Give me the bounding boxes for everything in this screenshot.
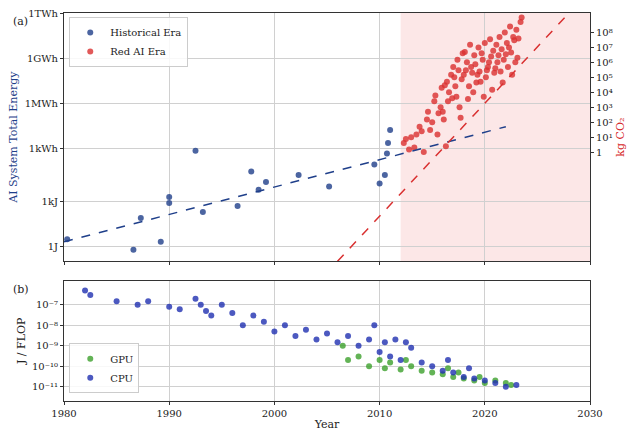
- svg-text:1980: 1980: [51, 408, 76, 419]
- svg-text:10⁻⁹: 10⁻⁹: [36, 340, 58, 351]
- svg-text:10¹: 10¹: [596, 132, 613, 143]
- svg-text:GPU: GPU: [110, 354, 133, 365]
- svg-text:10⁶: 10⁶: [596, 57, 613, 68]
- svg-text:1J: 1J: [48, 241, 58, 252]
- svg-text:1990: 1990: [156, 408, 181, 419]
- svg-text:Red AI Era: Red AI Era: [110, 46, 165, 57]
- svg-text:10⁵: 10⁵: [596, 72, 613, 83]
- svg-text:1TWh: 1TWh: [28, 8, 58, 19]
- svg-text:J / FLOP: J / FLOP: [15, 317, 28, 365]
- svg-text:CPU: CPU: [110, 373, 133, 384]
- svg-text:Historical Era: Historical Era: [110, 27, 181, 38]
- svg-text:10⁻⁸: 10⁻⁸: [36, 320, 58, 331]
- svg-text:2010: 2010: [367, 408, 392, 419]
- svg-text:10⁻¹⁰: 10⁻¹⁰: [32, 361, 58, 372]
- svg-text:(a): (a): [13, 15, 28, 28]
- svg-text:10⁻⁷: 10⁻⁷: [36, 299, 58, 310]
- svg-text:1GWh: 1GWh: [27, 53, 59, 64]
- svg-text:2020: 2020: [472, 408, 497, 419]
- svg-text:10⁴: 10⁴: [596, 87, 613, 98]
- svg-text:10²: 10²: [596, 117, 613, 128]
- svg-text:kg CO₂: kg CO₂: [614, 118, 627, 157]
- svg-text:2030: 2030: [577, 408, 602, 419]
- svg-text:1kWh: 1kWh: [29, 143, 59, 154]
- svg-text:Year: Year: [314, 418, 340, 431]
- svg-text:10⁷: 10⁷: [596, 42, 613, 53]
- svg-text:10³: 10³: [596, 102, 613, 113]
- svg-text:1MWh: 1MWh: [25, 98, 59, 109]
- svg-text:2000: 2000: [262, 408, 287, 419]
- svg-text:(b): (b): [13, 283, 29, 296]
- svg-text:10⁻¹¹: 10⁻¹¹: [32, 381, 58, 392]
- svg-text:10⁸: 10⁸: [596, 27, 613, 38]
- svg-text:AI System Total Energy: AI System Total Energy: [7, 71, 20, 204]
- svg-text:1kJ: 1kJ: [42, 196, 58, 207]
- svg-text:1: 1: [596, 147, 602, 158]
